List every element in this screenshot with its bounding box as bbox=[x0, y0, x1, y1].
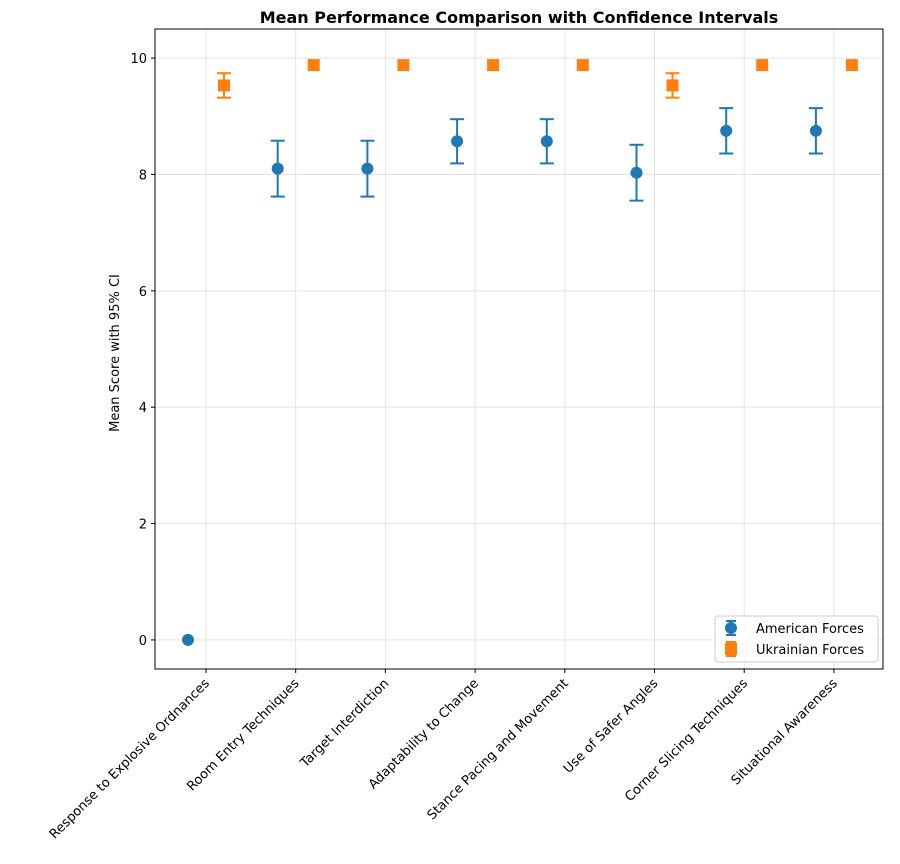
legend-box bbox=[714, 615, 879, 663]
legend-label: American Forces bbox=[756, 622, 864, 637]
y-tick-label: 4 bbox=[139, 401, 147, 416]
data-point bbox=[361, 162, 374, 175]
data-point bbox=[845, 59, 858, 72]
data-point bbox=[271, 162, 284, 175]
data-point bbox=[218, 79, 230, 92]
data-point bbox=[451, 135, 464, 148]
y-tick-label: 0 bbox=[139, 634, 147, 649]
data-point bbox=[307, 59, 320, 72]
y-axis-label: Mean Score with 95% CI bbox=[108, 274, 123, 432]
legend-label: Ukrainian Forces bbox=[756, 643, 864, 658]
x-tick-label: Stance Pacing and Movement bbox=[425, 676, 572, 823]
marks-layer bbox=[182, 59, 858, 646]
legend-marker bbox=[725, 622, 737, 634]
grid-layer bbox=[155, 29, 883, 669]
y-tick-label: 10 bbox=[130, 52, 147, 67]
x-tick-label: Situational Awareness bbox=[729, 676, 841, 788]
y-tick-label: 8 bbox=[139, 168, 147, 183]
chart-title: Mean Performance Comparison with Confide… bbox=[260, 8, 779, 27]
plot-frame bbox=[154, 28, 884, 670]
x-tick-label: Response to Explosive Ordnances bbox=[47, 676, 213, 842]
data-point bbox=[756, 59, 769, 72]
y-tick-label: 2 bbox=[139, 518, 147, 533]
data-point bbox=[182, 633, 194, 646]
y-tick-label: 6 bbox=[139, 285, 147, 300]
data-point bbox=[720, 124, 733, 137]
x-tick-label: Use of Safer Angles bbox=[561, 676, 662, 777]
data-point bbox=[630, 166, 643, 179]
y-axis: 0 2 4 6 8 10 bbox=[130, 52, 155, 649]
x-tick-label: Target Interdiction bbox=[297, 676, 392, 771]
legend: American Forces Ukrainian Forces bbox=[714, 615, 879, 663]
data-point bbox=[576, 59, 589, 72]
data-point bbox=[487, 59, 500, 72]
data-point bbox=[809, 124, 822, 137]
data-point bbox=[666, 79, 679, 92]
legend-marker bbox=[725, 643, 737, 655]
data-point bbox=[540, 135, 553, 148]
data-point bbox=[397, 59, 410, 72]
